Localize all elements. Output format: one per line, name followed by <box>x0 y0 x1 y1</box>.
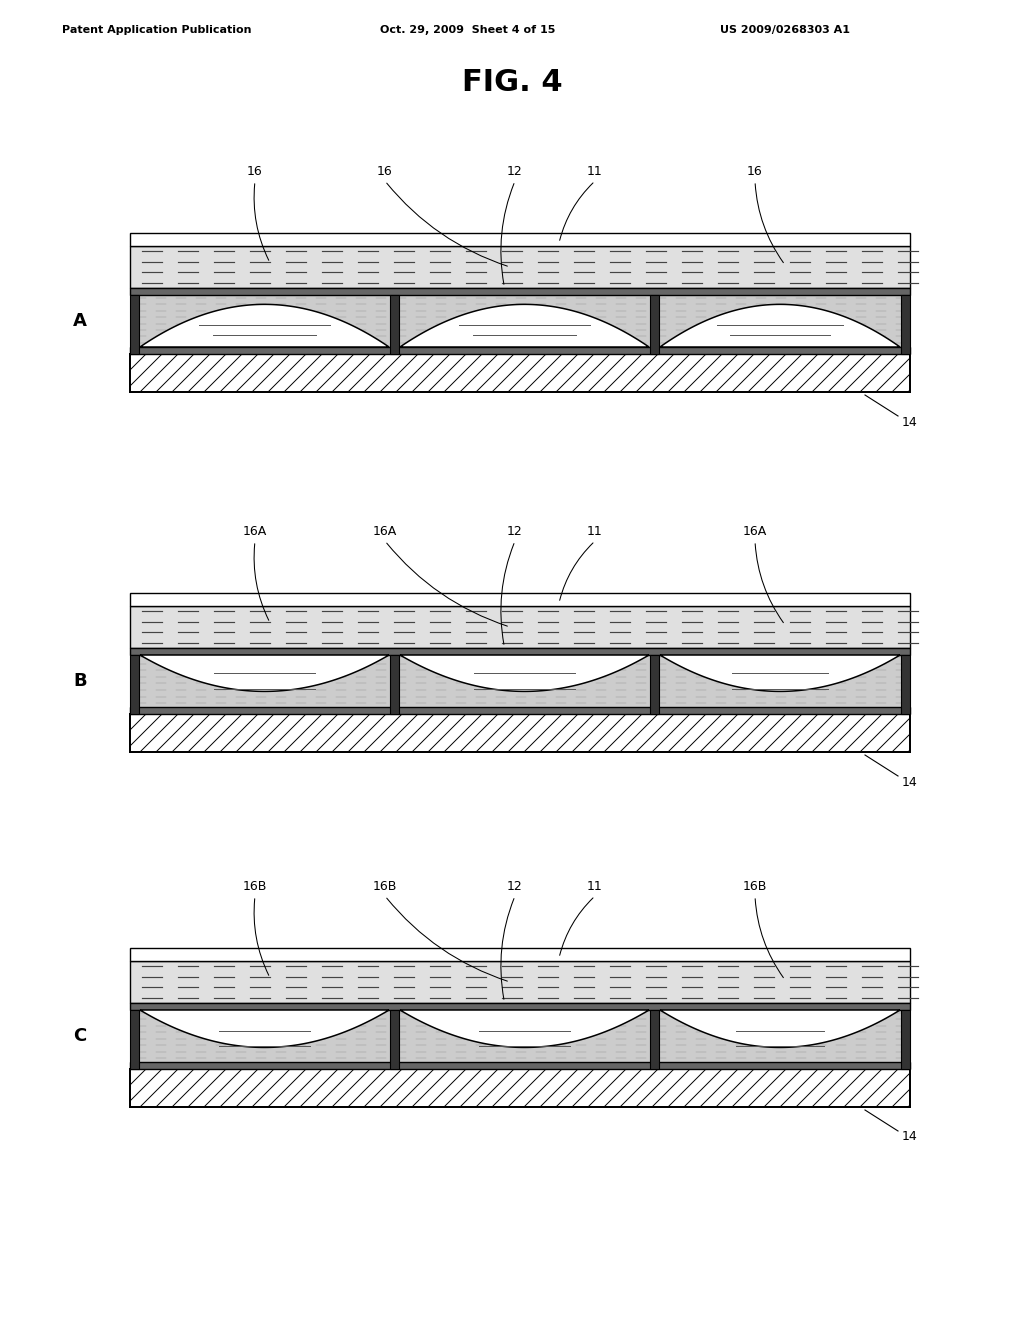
Text: 16: 16 <box>247 165 263 178</box>
Text: B: B <box>73 672 87 690</box>
Bar <box>130 606 910 648</box>
Text: 16A: 16A <box>742 525 767 539</box>
Bar <box>130 246 910 288</box>
Text: C: C <box>74 1027 87 1045</box>
Bar <box>130 294 910 347</box>
Text: FIG. 4: FIG. 4 <box>462 69 562 96</box>
Text: 16A: 16A <box>373 525 397 539</box>
Bar <box>130 948 910 961</box>
Text: 16: 16 <box>377 165 393 178</box>
Text: Patent Application Publication: Patent Application Publication <box>62 25 252 36</box>
Text: US 2009/0268303 A1: US 2009/0268303 A1 <box>720 25 850 36</box>
Text: Oct. 29, 2009  Sheet 4 of 15: Oct. 29, 2009 Sheet 4 of 15 <box>380 25 555 36</box>
Polygon shape <box>400 655 649 692</box>
Text: 16: 16 <box>748 165 763 178</box>
Bar <box>130 655 910 708</box>
Bar <box>901 294 910 354</box>
Bar <box>130 655 139 714</box>
Bar <box>130 294 139 354</box>
Bar <box>390 1010 399 1069</box>
Text: 14: 14 <box>902 416 918 429</box>
Polygon shape <box>660 655 900 692</box>
Text: 12: 12 <box>507 165 523 178</box>
Polygon shape <box>660 1010 900 1048</box>
Bar <box>130 1010 910 1063</box>
Bar <box>901 655 910 714</box>
Polygon shape <box>140 655 389 692</box>
Text: 11: 11 <box>587 165 603 178</box>
Text: 12: 12 <box>507 525 523 539</box>
Bar <box>650 294 659 354</box>
Polygon shape <box>140 1010 389 1048</box>
Bar <box>130 714 910 752</box>
Text: A: A <box>73 312 87 330</box>
Bar <box>390 655 399 714</box>
Bar <box>130 234 910 246</box>
Bar <box>130 1003 910 1010</box>
Text: 16B: 16B <box>373 880 397 894</box>
Bar <box>130 1010 139 1069</box>
Polygon shape <box>660 305 900 347</box>
Bar <box>130 648 910 655</box>
Polygon shape <box>400 1010 649 1048</box>
Text: 11: 11 <box>587 525 603 539</box>
Text: 16B: 16B <box>243 880 267 894</box>
Bar <box>650 1010 659 1069</box>
Bar <box>650 655 659 714</box>
Bar <box>130 1069 910 1107</box>
Polygon shape <box>400 305 649 347</box>
Text: 12: 12 <box>507 880 523 894</box>
Bar <box>130 593 910 606</box>
Bar <box>130 1063 910 1069</box>
Text: 14: 14 <box>902 1130 918 1143</box>
Bar <box>390 294 399 354</box>
Bar <box>130 708 910 714</box>
Text: 16A: 16A <box>243 525 267 539</box>
Text: 14: 14 <box>902 776 918 788</box>
Bar <box>130 288 910 294</box>
Bar <box>130 961 910 1003</box>
Bar <box>130 354 910 392</box>
Text: 11: 11 <box>587 880 603 894</box>
Bar <box>130 347 910 354</box>
Text: 16B: 16B <box>742 880 767 894</box>
Bar <box>901 1010 910 1069</box>
Polygon shape <box>140 305 389 347</box>
